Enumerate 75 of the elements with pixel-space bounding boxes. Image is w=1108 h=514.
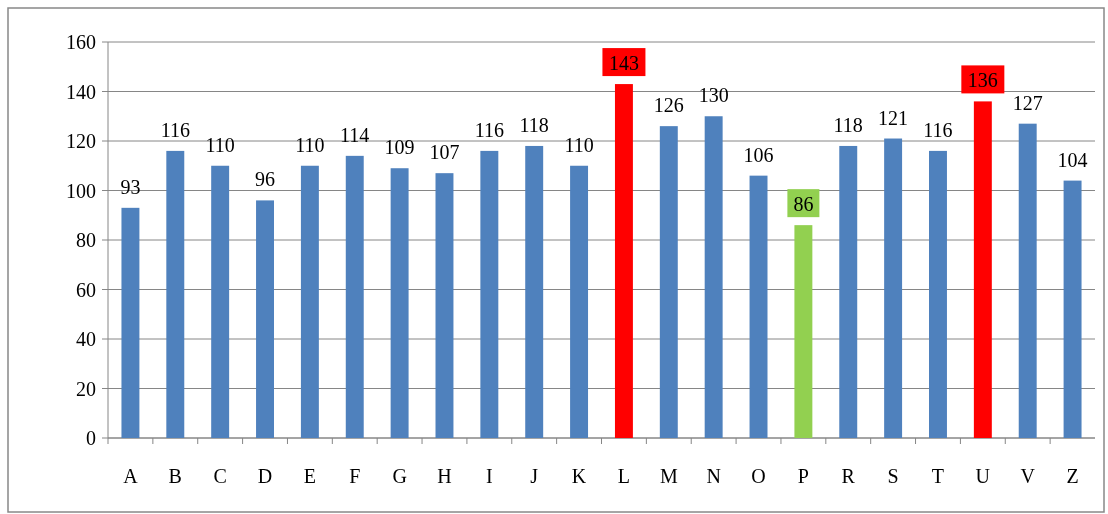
- data-label: 118: [519, 113, 549, 136]
- data-label: 110: [564, 133, 594, 156]
- bar: [211, 165, 230, 438]
- bar: [884, 138, 903, 438]
- data-label: 116: [474, 118, 504, 141]
- x-tick-label: F: [349, 465, 361, 487]
- x-tick-label: H: [437, 465, 452, 487]
- bar: [480, 150, 499, 438]
- y-tick-label: 60: [76, 278, 96, 301]
- bar: [435, 173, 454, 438]
- bar: [256, 200, 274, 438]
- x-tick-label: N: [706, 465, 721, 487]
- x-tick-label: E: [303, 465, 316, 487]
- x-tick-label: C: [213, 465, 227, 487]
- bar: [300, 165, 319, 438]
- x-tick-label: V: [1020, 465, 1036, 487]
- data-label: 110: [205, 133, 235, 156]
- data-label: 126: [653, 94, 684, 117]
- x-tick-label: Z: [1066, 465, 1079, 487]
- bar: [390, 168, 409, 438]
- data-label: 96: [255, 168, 276, 191]
- data-label: 107: [429, 141, 460, 164]
- bar: [345, 155, 364, 438]
- data-label: 121: [878, 106, 909, 129]
- x-tick-label: I: [486, 465, 493, 487]
- data-label: 114: [340, 123, 370, 146]
- bar: [1018, 123, 1037, 438]
- data-label: 109: [384, 136, 415, 159]
- bar: [570, 165, 589, 438]
- data-label: 130: [698, 84, 729, 107]
- bar: [525, 145, 544, 438]
- x-tick-label: M: [659, 465, 678, 487]
- bar: [704, 116, 723, 438]
- bar: [166, 150, 185, 438]
- data-label: 116: [160, 118, 190, 141]
- bar: [614, 84, 633, 438]
- x-tick-label: J: [530, 465, 539, 487]
- x-tick-label: P: [797, 465, 809, 487]
- y-tick-label: 80: [76, 229, 96, 251]
- data-label: 127: [1012, 91, 1043, 114]
- bar: [121, 207, 140, 438]
- y-tick-label: 100: [66, 179, 96, 202]
- x-tick-label: S: [887, 465, 899, 487]
- data-label: 110: [295, 133, 325, 156]
- data-label: 136: [967, 69, 998, 92]
- y-tick-label: 0: [86, 427, 96, 449]
- x-tick-label: A: [123, 465, 139, 487]
- bar: [794, 225, 813, 438]
- x-tick-label: U: [975, 465, 991, 487]
- y-tick-label: 160: [66, 31, 96, 53]
- x-tick-label: R: [841, 465, 856, 487]
- x-tick-label: O: [751, 465, 766, 487]
- x-tick-label: L: [617, 465, 631, 487]
- bar: [1063, 180, 1082, 438]
- bar: [659, 126, 678, 438]
- data-label: 143: [608, 52, 639, 75]
- bar: [749, 175, 768, 438]
- bar: [973, 101, 992, 438]
- data-label: 86: [793, 193, 814, 216]
- y-tick-label: 140: [66, 80, 96, 103]
- y-tick-label: 40: [76, 328, 96, 350]
- data-label: 118: [833, 113, 863, 136]
- x-tick-label: G: [392, 465, 407, 487]
- data-label: 93: [120, 175, 141, 198]
- bar: [839, 145, 858, 438]
- bar: [929, 150, 947, 438]
- y-tick-label: 120: [66, 130, 96, 152]
- data-label: 106: [743, 143, 774, 166]
- x-tick-label: D: [257, 465, 273, 487]
- x-tick-label: K: [571, 465, 587, 487]
- data-label: 104: [1057, 148, 1088, 171]
- x-tick-label: T: [931, 465, 945, 487]
- x-tick-label: B: [168, 465, 182, 487]
- data-label: 116: [923, 118, 953, 141]
- y-tick-label: 20: [76, 377, 96, 400]
